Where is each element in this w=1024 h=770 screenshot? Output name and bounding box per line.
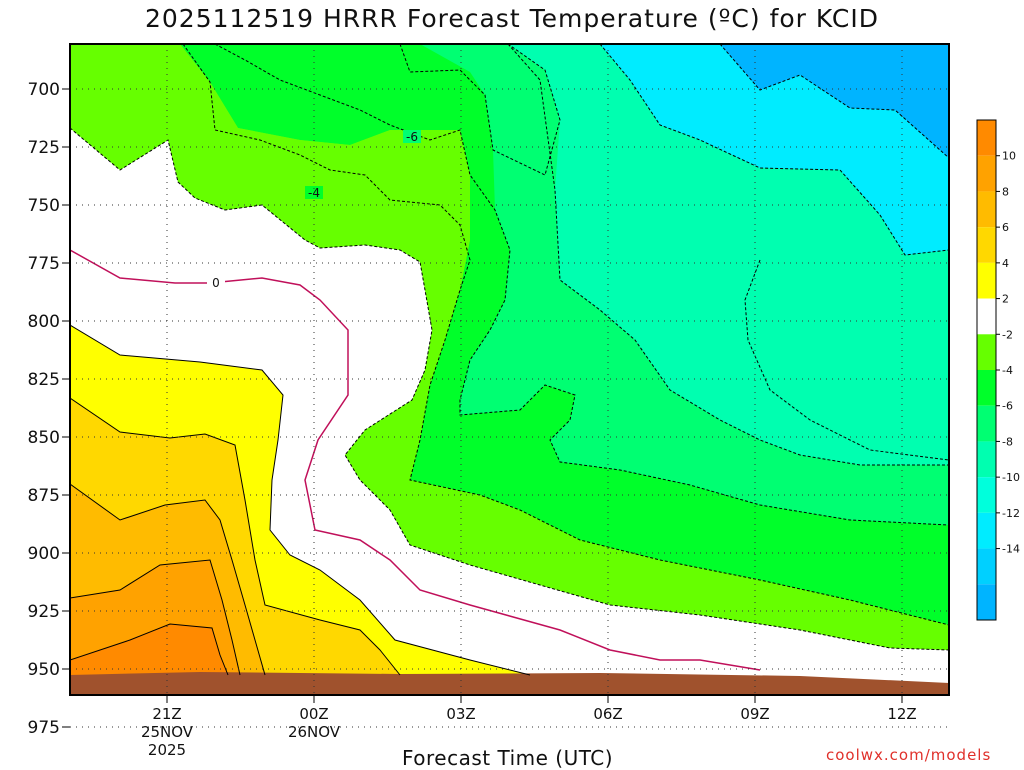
x-tick-label: 21Z (152, 705, 181, 723)
ground-surface (70, 672, 949, 695)
negative-contours (70, 44, 949, 651)
contour-minus8 (507, 44, 949, 466)
contour-minus12 (719, 44, 949, 159)
y-tick-label: 900 (28, 544, 60, 564)
colorbar-tick-label: -14 (1002, 543, 1020, 556)
credit-link[interactable]: coolwx.com/models (826, 746, 992, 764)
colorbar-swatch (977, 512, 996, 549)
colorbar-tick-label: 4 (1002, 257, 1009, 270)
gridlines (70, 44, 949, 728)
colorbar-swatch (977, 120, 996, 156)
y-tick-label: 950 (28, 660, 60, 680)
colorbar-swatch (977, 584, 996, 620)
colorbar-tick-label: -12 (1002, 507, 1020, 520)
band-minus2-to-2 (70, 128, 949, 695)
band-above-10 (70, 624, 228, 675)
contour-label-bg (305, 186, 323, 199)
plot-border (69, 43, 950, 696)
colorbar-tick-label: 10 (1002, 150, 1016, 163)
contour-labels: 0 -4 -6 (207, 130, 421, 290)
colorbar-swatch (977, 155, 996, 192)
colorbar-swatch (977, 548, 996, 585)
y-tick-label: 775 (28, 254, 60, 274)
colorbar-tick-label: 6 (1002, 221, 1009, 234)
contour-label-bg (403, 130, 421, 143)
x-tick-date: 25NOV (141, 723, 194, 741)
x-axis-label: Forecast Time (UTC) (402, 746, 614, 770)
x-tick-label: 09Z (740, 705, 769, 723)
colorbar-swatch (977, 298, 996, 335)
y-tick-label: 850 (28, 428, 60, 448)
x-tick-date: 26NOV (288, 723, 341, 741)
colorbar-swatch (977, 262, 996, 299)
contour-minus10 (744, 259, 949, 461)
contour-minus10-upper (599, 44, 949, 256)
contour-label: -6 (406, 130, 418, 144)
x-tick-label: 06Z (593, 705, 622, 723)
x-tick-year: 2025 (148, 741, 186, 759)
band-minus2-to-minus4-upper (70, 44, 949, 650)
positive-contours (70, 324, 531, 676)
colorbar: 10 8 6 4 2 -2 -4 -6 -8 -10 -12 -14 (976, 119, 1020, 621)
contour-4 (70, 397, 401, 676)
colorbar-swatch (977, 334, 996, 370)
contour-minus6 (214, 44, 949, 526)
contour-minus4 (182, 44, 949, 626)
contour-8 (70, 559, 241, 676)
contour-6 (70, 483, 266, 676)
y-tick-label: 725 (28, 138, 60, 158)
contour-fill-layers (70, 44, 949, 695)
y-tick-label: 975 (28, 718, 60, 738)
contour-minus8-part (399, 44, 561, 176)
y-tick-label: 800 (28, 312, 60, 332)
colorbar-tick-label: 8 (1002, 185, 1009, 198)
colorbar-tick-label: -10 (1002, 471, 1020, 484)
colorbar-swatch (977, 227, 996, 263)
colorbar-tick-label: 2 (1002, 293, 1009, 306)
colorbar-tick-label: -6 (1002, 400, 1013, 413)
colorbar-swatch (977, 441, 996, 478)
colorbar-tick-label: -2 (1002, 328, 1013, 341)
colorbar-tick-label: -8 (1002, 435, 1013, 448)
colorbar-tick-label: -4 (1002, 364, 1013, 377)
band-minus12-to-minus14 (70, 44, 949, 255)
colorbar-swatch (977, 405, 996, 442)
y-tick-label: 875 (28, 486, 60, 506)
y-tick-label: 700 (28, 80, 60, 100)
contour-label: 0 (212, 276, 220, 290)
contour-10 (70, 623, 229, 676)
contour-label: -4 (308, 186, 320, 200)
y-tick-label: 825 (28, 370, 60, 390)
x-tick-label: 03Z (446, 705, 475, 723)
contour-2 (70, 324, 531, 676)
contour-label-bg (207, 276, 225, 289)
colorbar-swatch (977, 370, 996, 406)
x-tick-label: 12Z (887, 705, 916, 723)
y-axis-ticks: 700 725 750 775 800 825 850 875 900 925 950 975 (28, 80, 70, 738)
y-tick-label: 925 (28, 602, 60, 622)
colorbar-swatch (977, 191, 996, 228)
chart-title: 2025112519 HRRR Forecast Temperature (ºC… (144, 4, 880, 33)
y-tick-label: 750 (28, 196, 60, 216)
x-tick-label: 00Z (299, 705, 328, 723)
colorbar-swatch (977, 477, 996, 513)
contour-zero (70, 249, 761, 671)
